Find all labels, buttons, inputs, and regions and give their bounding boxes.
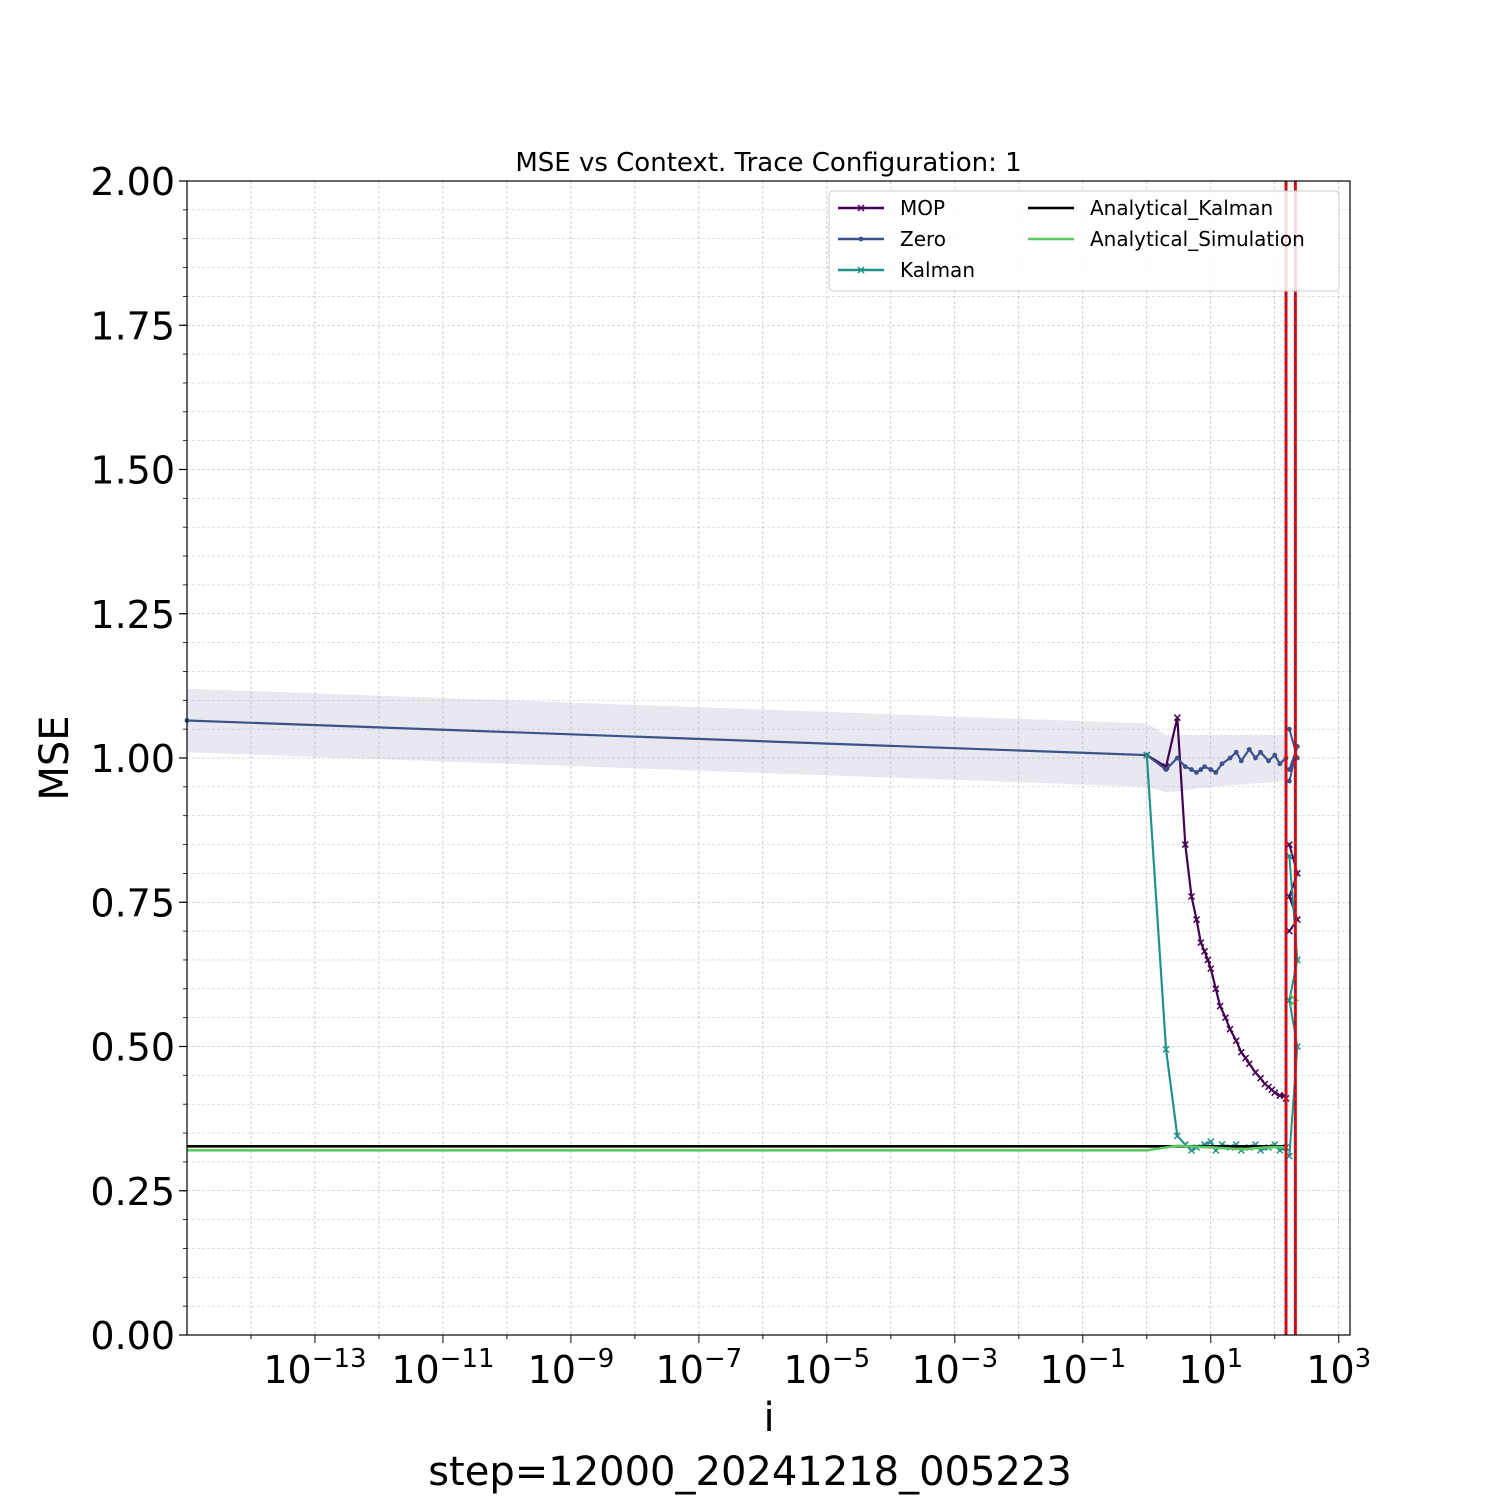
data-point <box>1201 947 1209 955</box>
footer-caption: step=12000_20241218_005223 <box>428 1449 1072 1495</box>
legend-item-mop: MOP <box>838 196 945 220</box>
data-point <box>1233 749 1239 755</box>
data-point <box>1221 1014 1230 1022</box>
data-point <box>1277 761 1283 767</box>
y-tick-label: 1.75 <box>90 304 175 348</box>
data-point <box>857 266 865 274</box>
data-point <box>1197 939 1205 947</box>
data-point <box>1213 770 1219 775</box>
data-point <box>1173 1132 1181 1140</box>
data-point <box>1266 758 1271 764</box>
data-point <box>1162 1045 1170 1053</box>
data-point <box>1216 1002 1224 1010</box>
data-point <box>1187 1146 1196 1154</box>
y-tick-label: 1.25 <box>90 593 175 637</box>
data-point <box>1202 764 1207 770</box>
series-line <box>187 1144 1287 1152</box>
data-point <box>1258 749 1263 755</box>
x-tick-label: 10−7 <box>656 1344 743 1392</box>
data-point <box>1187 892 1196 901</box>
data-point <box>1226 1025 1234 1033</box>
series-analytical_simulation <box>187 1144 1287 1152</box>
data-point <box>1189 767 1194 772</box>
x-tick-label: 10−3 <box>911 1344 998 1392</box>
data-point <box>1238 758 1244 764</box>
legend-item-analytical_kalman: Analytical_Kalman <box>1028 196 1273 220</box>
grid <box>187 180 1350 1336</box>
series-layer <box>184 714 1301 1160</box>
data-point <box>1257 1074 1265 1082</box>
x-tick-label: 10−11 <box>391 1344 494 1392</box>
data-point <box>857 204 865 212</box>
x-tick-label: 10−13 <box>263 1344 366 1392</box>
y-axis-label: MSE <box>32 715 78 800</box>
y-tick-label: 1.50 <box>90 449 175 493</box>
data-point <box>858 236 864 242</box>
x-tick-label: 10−1 <box>1039 1344 1126 1392</box>
y-tick-label: 2.00 <box>90 160 175 204</box>
data-point <box>1271 1089 1279 1097</box>
data-point <box>1212 985 1220 993</box>
data-point <box>1193 916 1201 924</box>
data-point <box>1174 755 1180 761</box>
data-point <box>1286 778 1292 784</box>
data-point <box>1181 841 1189 849</box>
data-point <box>1286 767 1292 772</box>
series-line <box>1145 755 1287 1153</box>
legend-item-kalman: Kalman <box>838 258 975 282</box>
x-tick-label: 10−5 <box>784 1344 871 1392</box>
data-point <box>1194 770 1199 775</box>
legend-item-zero: Zero <box>838 227 946 251</box>
legend: MOP Zero Kalman Analytical_Kalman Analytical… <box>828 190 1340 292</box>
data-point <box>1232 1037 1240 1045</box>
data-point <box>1253 755 1258 761</box>
y-tick-label: 1.00 <box>90 737 175 781</box>
x-tick-label: 101 <box>1178 1344 1243 1392</box>
overflow-segment <box>1285 726 1301 1160</box>
series-line <box>186 719 1287 774</box>
axes: 0.00 0.25 0.50 0.75 1.00 1.25 1.50 1.75 2.00 10−1… <box>90 160 1371 1392</box>
data-point <box>1272 752 1278 758</box>
data-point <box>1182 764 1188 770</box>
x-axis-label: i <box>763 1395 774 1441</box>
data-point <box>1251 1068 1260 1076</box>
data-point <box>1163 767 1169 772</box>
data-point <box>1207 965 1215 973</box>
legend-box <box>828 190 1340 292</box>
series-kalman <box>1143 751 1290 1154</box>
legend-label: Analytical_Kalman <box>1090 196 1273 220</box>
y-tick-label: 0.00 <box>90 1314 175 1358</box>
data-point <box>1143 751 1151 759</box>
y-tick-label: 0.50 <box>90 1026 175 1070</box>
data-point <box>1207 1138 1215 1146</box>
data-point <box>1173 714 1181 722</box>
data-point <box>1204 956 1212 964</box>
data-point <box>1286 726 1292 732</box>
chart-title: MSE vs Context. Trace Configuration: 1 <box>515 148 1021 178</box>
y-tick-label: 0.25 <box>90 1170 175 1214</box>
series-mop <box>1143 714 1290 1102</box>
vertical-markers <box>1284 181 1297 1335</box>
data-point <box>1198 767 1204 772</box>
overflow-line-sim <box>1288 993 1300 1007</box>
data-point <box>1208 767 1214 772</box>
data-point <box>1242 1054 1250 1062</box>
data-point <box>1246 746 1252 752</box>
legend-label: Zero <box>900 227 946 251</box>
x-tick-label: 10−9 <box>528 1344 615 1392</box>
legend-label: MOP <box>900 196 945 220</box>
x-tick-label: 103 <box>1306 1344 1371 1392</box>
data-point <box>1237 1048 1245 1056</box>
data-point <box>1219 761 1225 767</box>
legend-item-analytical_simulation: Analytical_Simulation <box>1028 227 1305 251</box>
series-zero <box>184 718 1289 775</box>
y-tick-label: 0.75 <box>90 881 175 925</box>
data-point <box>1227 755 1233 761</box>
legend-label: Kalman <box>900 258 975 282</box>
legend-label: Analytical_Simulation <box>1090 227 1305 251</box>
data-point <box>1245 1060 1253 1068</box>
